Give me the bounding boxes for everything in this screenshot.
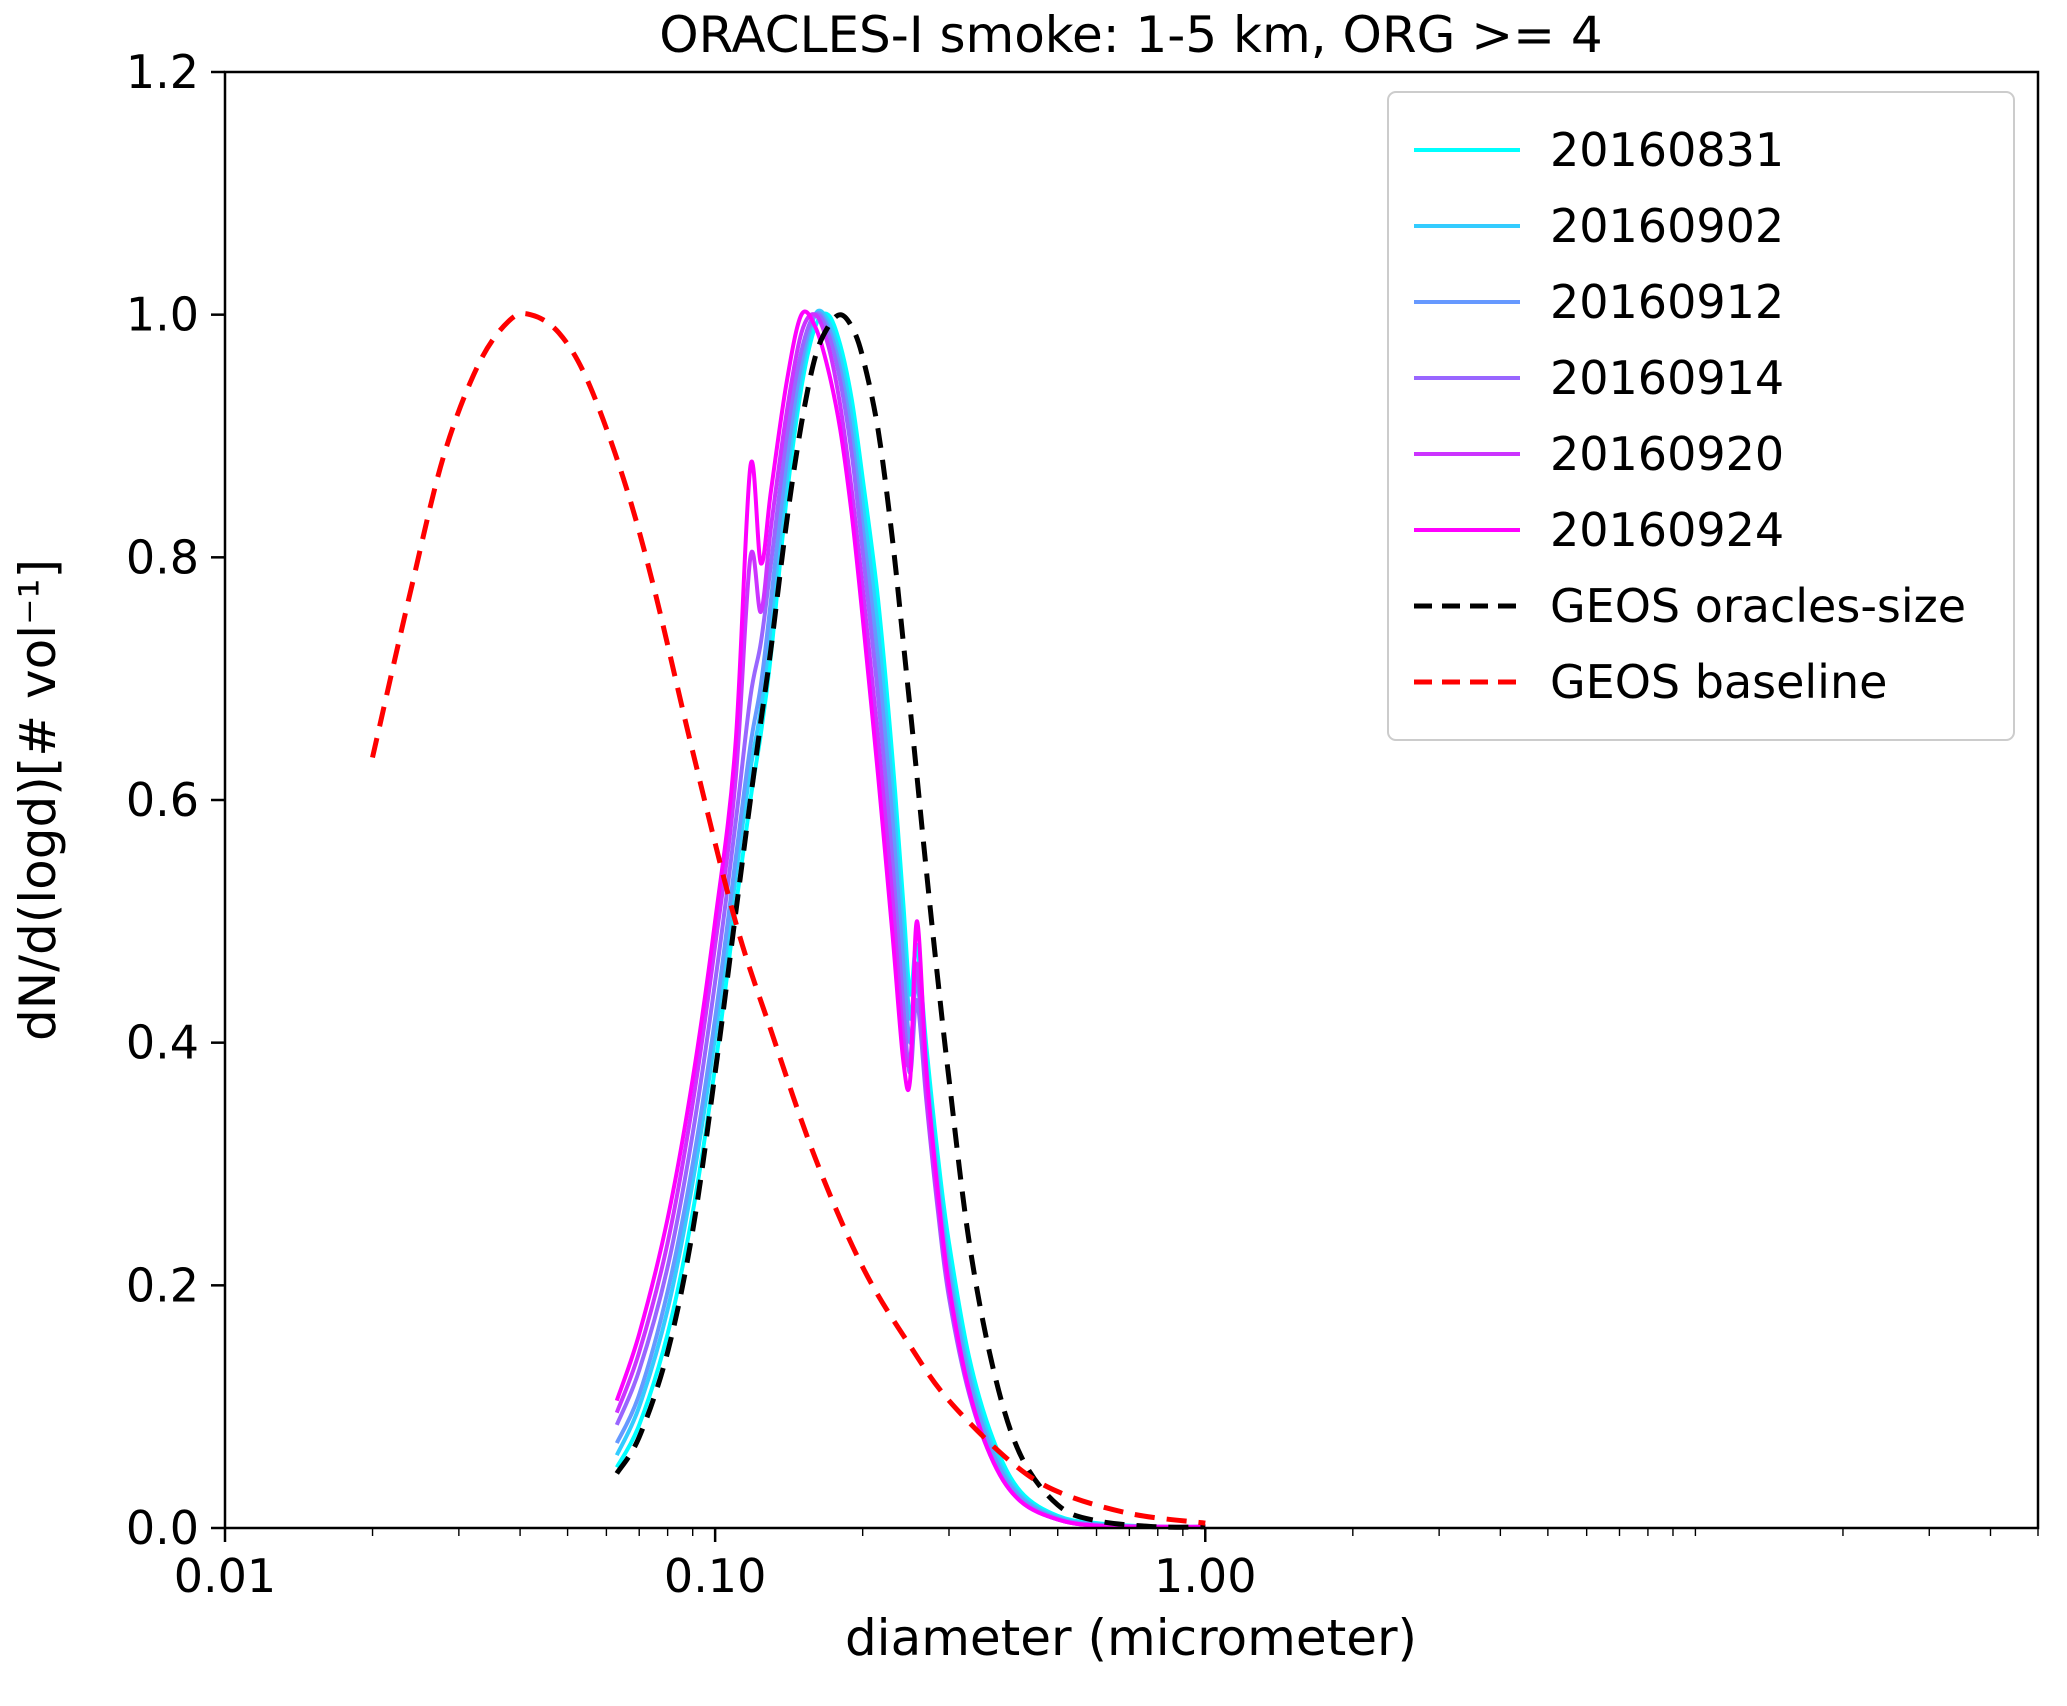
- series-line-geos-baseline: [370, 311, 1206, 1526]
- legend-item: 20160914: [1414, 351, 1784, 405]
- legend-label: 20160914: [1550, 351, 1784, 405]
- series-line-20160924: [614, 309, 1206, 1529]
- y-tick-label: 0.0: [126, 1501, 199, 1555]
- series-line-20160912: [614, 310, 1206, 1529]
- legend-label: GEOS oracles-size: [1550, 579, 1966, 633]
- x-tick-label: 0.10: [664, 1549, 766, 1603]
- x-tick-label: 1.00: [1154, 1549, 1256, 1603]
- series-line-20160831: [615, 311, 1206, 1530]
- y-axis-label: dN/d(logd)[# vol⁻¹]: [9, 559, 67, 1041]
- y-tick-label: 0.4: [126, 1016, 199, 1070]
- y-tick-label: 1.0: [126, 288, 199, 342]
- chart-title: ORACLES-I smoke: 1-5 km, ORG >= 4: [659, 6, 1602, 64]
- y-tick-label: 0.6: [126, 773, 199, 827]
- y-tick-label: 0.2: [126, 1258, 199, 1312]
- y-tick-label: 0.8: [126, 530, 199, 584]
- legend-label: 20160920: [1550, 427, 1784, 481]
- legend-item: 20160912: [1414, 275, 1784, 329]
- x-axis-label: diameter (micrometer): [845, 1609, 1417, 1667]
- legend-label: 20160924: [1550, 503, 1784, 557]
- legend-label: 20160912: [1550, 275, 1784, 329]
- legend-label: GEOS baseline: [1550, 655, 1887, 709]
- legend-item: 20160924: [1414, 503, 1784, 557]
- legend-label: 20160831: [1550, 123, 1784, 177]
- x-tick-label: 0.01: [174, 1549, 276, 1603]
- series-line-20160920: [614, 312, 1206, 1529]
- legend: 20160831 20160902 20160912 20160914 20160920…: [1387, 91, 2015, 741]
- legend-label: 20160902: [1550, 199, 1784, 253]
- axes-group: 0.01 0.10 1.00 0.0 0.2 0.4 0.6 0.8 1.0 1.2: [126, 45, 2040, 1603]
- y-tick-label: 1.2: [126, 45, 199, 99]
- legend-item: 20160902: [1414, 199, 1784, 253]
- legend-item: 20160831: [1414, 123, 1784, 177]
- series-line-20160914: [614, 312, 1206, 1529]
- legend-item: GEOS oracles-size: [1414, 579, 1966, 633]
- series-line-geos-oracles-size: [614, 312, 1206, 1530]
- legend-item: GEOS baseline: [1414, 655, 1887, 709]
- series-line-20160902: [614, 308, 1206, 1529]
- legend-box: [1387, 91, 2015, 741]
- series-group: [370, 308, 1206, 1530]
- legend-item: 20160920: [1414, 427, 1784, 481]
